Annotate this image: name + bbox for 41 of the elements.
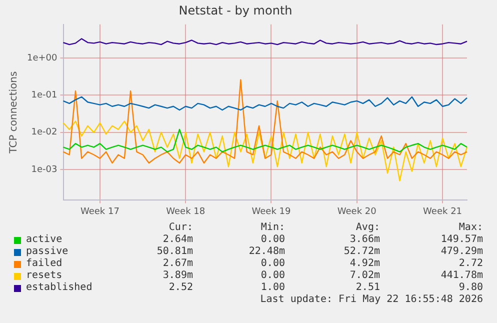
- y-tick-label: 1e-01: [31, 90, 58, 101]
- text: 22.48m: [248, 246, 285, 257]
- legend-label: passive: [26, 246, 68, 257]
- text: 3.89m: [162, 270, 193, 281]
- y-tick-label: 1e-02: [31, 128, 58, 138]
- text: 0.00: [260, 234, 285, 245]
- text: 1.00: [260, 282, 285, 293]
- text: 0.00: [260, 258, 285, 269]
- x-tick-label: Week 17: [80, 206, 120, 217]
- text: 52.72m: [344, 246, 380, 257]
- text: Max:: [458, 222, 483, 233]
- text: 7.02m: [350, 270, 380, 281]
- chart-title: Netstat - by month: [178, 3, 292, 18]
- text: Last update: Fri May 22 16:55:48 2026: [260, 294, 483, 305]
- text: 2.64m: [162, 234, 193, 245]
- y-axis-title: TCP connections: [8, 71, 20, 154]
- text: Cur:: [168, 222, 193, 233]
- text: 0.00: [260, 270, 285, 281]
- text: 441.78m: [440, 270, 483, 281]
- legend-label: resets: [26, 270, 62, 281]
- text: 2.52: [168, 282, 193, 293]
- text: 9.80: [458, 282, 483, 293]
- x-tick-label: Week 19: [252, 206, 291, 217]
- text: Avg:: [356, 222, 380, 233]
- x-tick-label: Week 20: [337, 206, 377, 217]
- legend-label: established: [26, 282, 92, 293]
- legend-label: failed: [26, 258, 62, 269]
- text: 149.57m: [440, 234, 483, 245]
- x-tick-label: Week 21: [423, 206, 462, 217]
- text: 479.29m: [440, 246, 483, 257]
- text: 2.51: [356, 282, 380, 293]
- text: 2.67m: [162, 258, 193, 269]
- x-tick-label: Week 18: [166, 206, 206, 217]
- y-tick-label: 1e-03: [31, 164, 58, 175]
- text: 4.92m: [350, 258, 380, 269]
- text: 50.81m: [156, 246, 193, 257]
- text: 2.72: [458, 258, 483, 269]
- legend-label: active: [26, 234, 62, 245]
- y-tick-label: 1e+00: [26, 53, 58, 64]
- text: Min:: [260, 222, 285, 233]
- text: 3.66m: [350, 234, 380, 245]
